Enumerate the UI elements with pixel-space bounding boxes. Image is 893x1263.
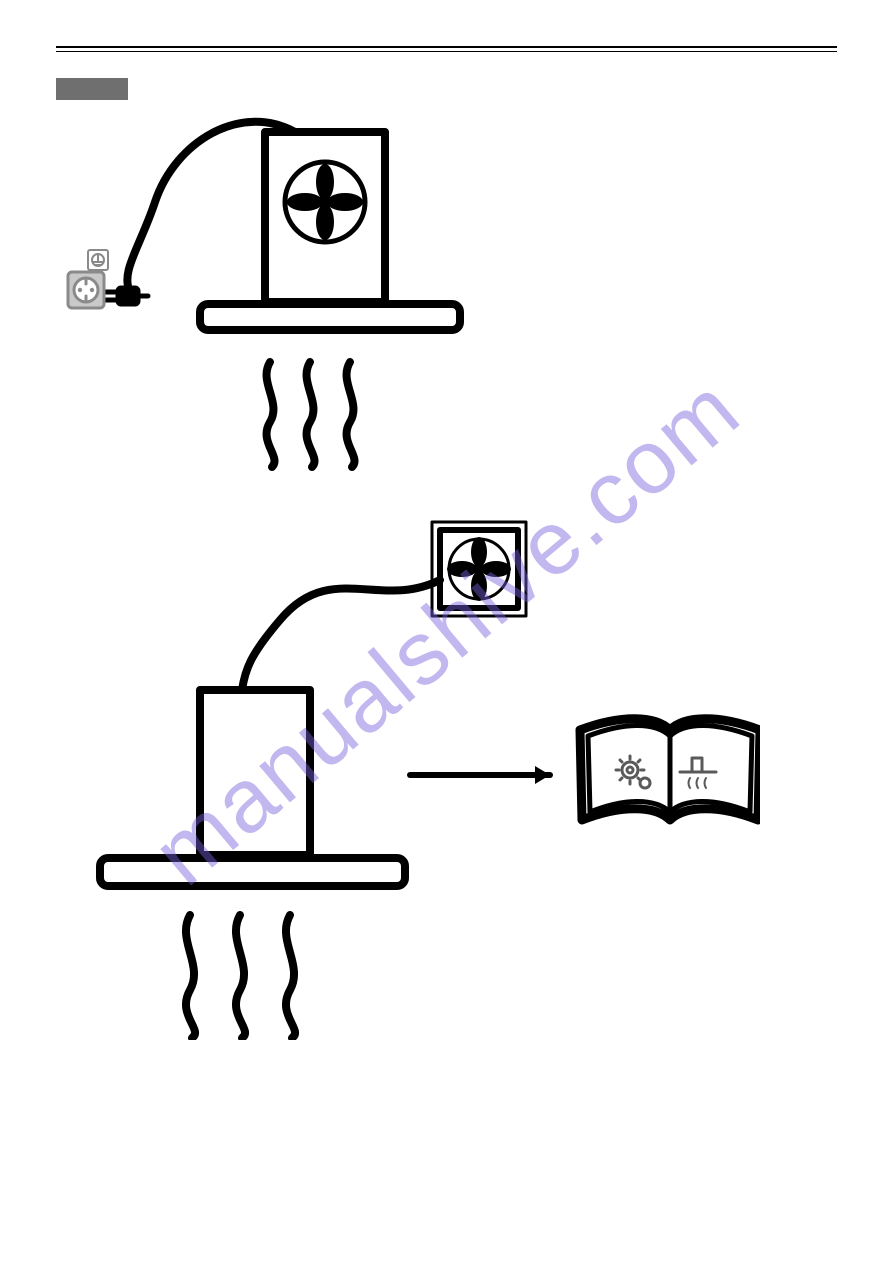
diagram-hood-external-fan (80, 520, 760, 1040)
diagram-hood-integrated-fan (60, 112, 470, 472)
header-block (56, 78, 128, 100)
header-rules (56, 46, 837, 52)
page: manualshive.com (0, 0, 893, 1263)
